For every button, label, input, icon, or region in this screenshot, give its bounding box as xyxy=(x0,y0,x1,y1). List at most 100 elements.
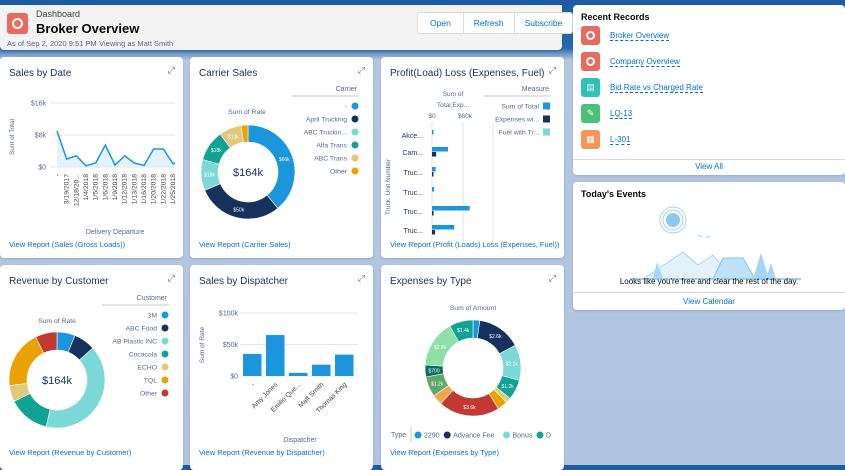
expand-icon[interactable]: ⤢ xyxy=(548,273,556,283)
expand-icon[interactable]: ⤢ xyxy=(357,273,365,283)
subscribe-button[interactable]: Subscribe xyxy=(513,13,573,33)
view-report-link[interactable]: View Report (Sales (Gross Loads)) xyxy=(9,240,126,249)
card-revenue-by-customer: Revenue by Customer ⤢ Sum of Rate $164k Cu… xyxy=(0,265,183,470)
x-tick-label: 3/19/2017 xyxy=(64,174,71,204)
recent-record-item[interactable]: ✎ LQ-13 xyxy=(581,104,633,123)
bar xyxy=(432,147,449,152)
view-report-link[interactable]: View Report (Revenue by Customer) xyxy=(9,448,132,457)
recent-records-card: Recent Records Broker Overview Company Ov… xyxy=(573,5,845,175)
view-report-link[interactable]: View Report (Profit (Loads) Loss (Expens… xyxy=(390,240,560,249)
slice-label: $13k xyxy=(228,134,239,140)
bar xyxy=(432,152,437,157)
expand-icon[interactable]: ⤢ xyxy=(548,65,556,75)
donut-title: Sum of Amount xyxy=(450,305,497,312)
expand-icon[interactable]: ⤢ xyxy=(167,273,175,283)
open-button[interactable]: Open xyxy=(430,18,451,28)
grid-icon: ▦ xyxy=(581,130,600,149)
legend-swatch xyxy=(443,431,451,439)
expand-icon[interactable]: ⤢ xyxy=(167,65,175,75)
legend-item-label: Sum of Total xyxy=(501,104,539,111)
expenses-by-type-chart: Sum of Amount $2.6k $2.1k $1.2k $3.6k $1.2k $7… xyxy=(391,305,551,442)
header-meta: As of Sep 2, 2020 9:51 PM·Viewing as Mat… xyxy=(7,39,174,48)
profit-loss-chart: Sum of Total,Exp...$0 $60k Akce... Cam... Tru… xyxy=(385,86,551,242)
y-tick-label: $0 xyxy=(38,165,46,172)
recent-record-link[interactable]: Broker Overview xyxy=(610,30,670,41)
y-axis-label: Truck: Unit Number xyxy=(385,158,392,215)
legend-item-label: ECHO xyxy=(137,365,157,372)
recent-record-item[interactable]: Company Overview xyxy=(581,52,680,71)
slice-label: $2.1k xyxy=(506,361,519,367)
slice-label: $18k xyxy=(211,148,222,154)
legend-item-label: ABC Trans xyxy=(314,156,347,163)
refresh-button[interactable]: Refresh xyxy=(462,13,514,33)
view-report-link[interactable]: View Report (Carrier Sales) xyxy=(199,240,291,249)
document-edit-icon: ✎ xyxy=(581,104,600,123)
legend-title: Measure xyxy=(522,86,549,93)
customer-slice xyxy=(8,336,45,386)
todays-events-card: Today's Events Looks like you're free an… xyxy=(573,182,845,310)
dashboard-icon xyxy=(581,52,600,71)
sales-by-date-chart: $16k$8k$0- 3/19/2017 12/18/20... 1/4/2018 1/… xyxy=(9,101,177,237)
legend-swatch xyxy=(543,115,550,123)
recent-record-item[interactable]: ▤ Bid Rate vs Charged Rate xyxy=(581,78,703,97)
card-title: Carrier Sales xyxy=(199,68,258,79)
recent-record-link[interactable]: Company Overview xyxy=(610,56,680,67)
view-all-link[interactable]: View All xyxy=(573,159,845,171)
category-label: Truc... xyxy=(403,209,423,216)
x-tick-label: 1/6/2018 xyxy=(102,174,109,201)
recent-record-link[interactable]: L-301 xyxy=(610,134,631,145)
legend-item-label: TQL xyxy=(144,378,157,385)
legend-item-label: AB Plastic INC xyxy=(112,339,157,346)
bar xyxy=(432,211,434,216)
recent-record-link[interactable]: Bid Rate vs Charged Rate xyxy=(610,82,703,93)
recent-record-item[interactable]: Broker Overview xyxy=(581,26,670,45)
bar xyxy=(432,187,435,192)
page-title: Broker Overview xyxy=(36,21,140,36)
dashboard-header: Dashboard Broker Overview As of Sep 2, 2… xyxy=(0,5,574,50)
donut-title: Sum of Rate xyxy=(38,318,76,325)
card-expenses-by-type: Expenses by Type ⤢ Sum of Amount $2.6k $2.… xyxy=(381,265,564,470)
card-sales-by-dispatcher: Sales by Dispatcher ⤢ $100k $50k $0- Amy Jo… xyxy=(190,265,373,470)
legend-swatch xyxy=(351,115,359,123)
category-label: Akce... xyxy=(402,133,423,140)
recent-record-link[interactable]: LQ-13 xyxy=(610,108,633,119)
legend-item-label: Expenses wi... xyxy=(495,117,539,124)
legend-title: Carrier xyxy=(336,86,358,93)
x-tick-label: 1/12/2018 xyxy=(122,174,129,204)
donut-center-total: $164k xyxy=(42,375,72,387)
legend-item-label: 2290 xyxy=(424,433,440,440)
sales-line xyxy=(56,130,176,167)
axis-title: Total,Exp... xyxy=(437,102,469,109)
legend-swatch xyxy=(161,324,169,332)
legend-swatch xyxy=(414,431,422,439)
expand-icon[interactable]: ⤢ xyxy=(357,65,365,75)
view-report-link[interactable]: View Report (Revenue by Dispatcher) xyxy=(199,448,325,457)
slice-label: $3.6k xyxy=(463,405,476,411)
bar xyxy=(432,230,436,235)
events-empty-message: Looks like you're free and clear the res… xyxy=(619,277,799,286)
legend-swatch xyxy=(543,128,550,136)
legend-swatch xyxy=(161,350,169,358)
view-report-link[interactable]: View Report (Expenses by Type) xyxy=(390,448,499,457)
donut-center-total: $164k xyxy=(233,167,263,179)
card-profit-loss: Profit(Load) Loss (Expenses, Fuel) ⤢ Sum… xyxy=(381,57,564,258)
legend-swatch xyxy=(161,389,169,397)
y-tick-label: $8k xyxy=(35,133,47,140)
x-axis-label: Dispatcher xyxy=(283,437,317,444)
area-fill xyxy=(57,131,175,167)
recent-record-item[interactable]: ▦ L-301 xyxy=(581,130,631,149)
slice-label: $700 xyxy=(429,368,440,374)
legend-item-label: April Trucking xyxy=(306,117,347,124)
bar xyxy=(335,354,354,376)
legend-item-label: Fuel with Tr... xyxy=(499,130,540,137)
category-label: Truc... xyxy=(403,170,423,177)
view-calendar-link[interactable]: View Calendar xyxy=(573,292,845,306)
report-icon: ▤ xyxy=(581,78,600,97)
x-tick-label: 1/22/2018 xyxy=(160,174,167,204)
legend-swatch xyxy=(161,376,169,384)
bar xyxy=(289,372,308,376)
header-button-group: Open Refresh Subscribe xyxy=(417,12,574,34)
slice-label: $18k xyxy=(204,173,215,179)
category-label: Truc... xyxy=(403,190,423,197)
